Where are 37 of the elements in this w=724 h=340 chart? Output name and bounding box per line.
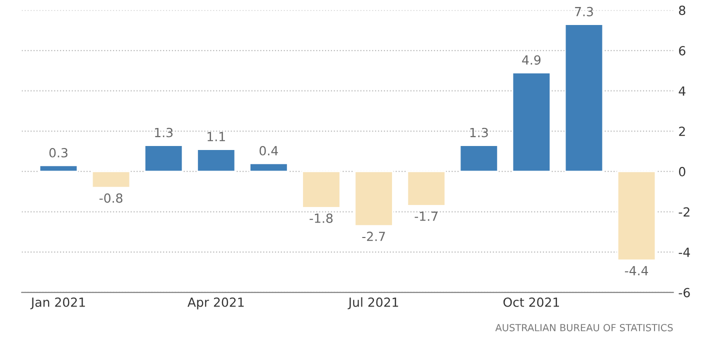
bar <box>91 170 131 188</box>
bar <box>38 164 78 172</box>
bar <box>249 162 288 172</box>
y-tick-label: 0 <box>679 166 686 176</box>
data-label: 1.3 <box>470 128 488 138</box>
x-tick-label: Jan 2021 <box>30 297 85 310</box>
y-tick-label: -6 <box>678 288 690 298</box>
bar <box>459 144 499 172</box>
data-label: 4.9 <box>522 55 540 65</box>
bar <box>144 144 184 172</box>
data-label: 1.1 <box>208 132 225 142</box>
data-label: -4.4 <box>624 266 648 276</box>
y-tick-label: -2 <box>678 207 690 217</box>
data-label: 0.3 <box>49 148 68 158</box>
bar <box>512 72 552 172</box>
data-label: 0.4 <box>260 146 278 156</box>
y-tick-label: 6 <box>679 46 686 56</box>
data-label: -0.8 <box>99 193 122 203</box>
y-tick-label: 4 <box>678 86 686 96</box>
bar <box>564 24 604 172</box>
y-tick-label: 8 <box>679 6 686 16</box>
data-label: -1.7 <box>414 212 438 221</box>
bar <box>196 148 236 172</box>
bar <box>616 170 656 261</box>
y-tick-label: -4 <box>678 248 690 257</box>
bar <box>354 170 394 227</box>
data-label: 1.3 <box>155 128 173 138</box>
text: AUSTRALIAN BUREAU OF STATISTICS <box>495 324 673 332</box>
y-tick-label: 2 <box>679 126 685 136</box>
data-label: -1.8 <box>310 214 333 223</box>
bar <box>302 170 341 208</box>
x-tick-label: Oct 2021 <box>503 297 559 307</box>
x-tick-label: Jul 2021 <box>348 297 398 310</box>
data-label: -2.7 <box>362 232 385 241</box>
data-label: 7.3 <box>575 6 593 16</box>
x-tick-label: Apr 2021 <box>188 297 244 310</box>
bar <box>406 170 446 206</box>
